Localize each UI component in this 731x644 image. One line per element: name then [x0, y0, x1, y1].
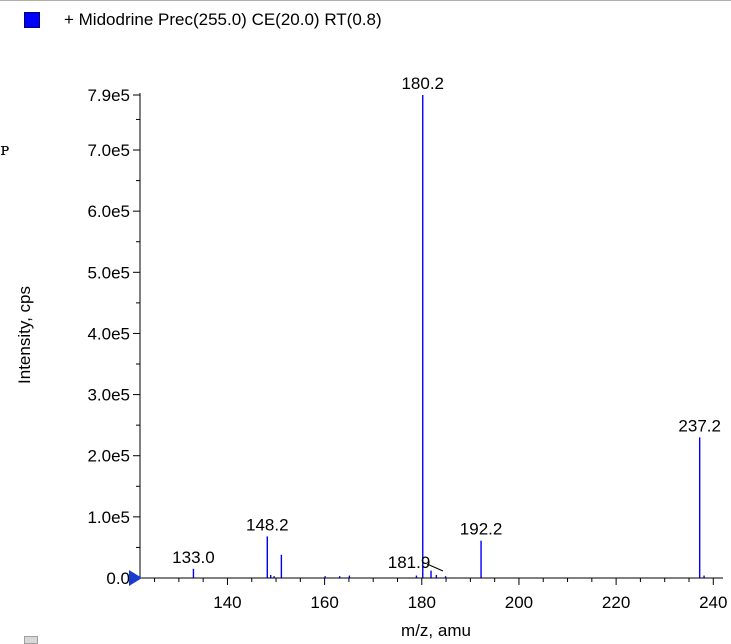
peak-label: 180.2	[401, 74, 444, 93]
peak-label: 133.0	[172, 548, 215, 567]
peak-label: 192.2	[460, 520, 503, 539]
top-divider	[0, 0, 731, 1]
legend-label: + Midodrine Prec(255.0) CE(20.0) RT(0.8)	[64, 10, 382, 29]
y-axis-title: Intensity, cps	[15, 286, 34, 384]
legend: + Midodrine Prec(255.0) CE(20.0) RT(0.8)	[24, 8, 382, 32]
legend-swatch[interactable]	[24, 12, 40, 28]
clipped-glyph: ᴘ	[0, 140, 10, 160]
x-tick-label: 140	[213, 593, 241, 612]
peak-bars	[192, 95, 705, 578]
lower-legend-swatch	[24, 636, 38, 644]
peak-label: 148.2	[246, 515, 289, 534]
y-tick-label: 5.0e5	[87, 263, 130, 282]
y-tick-label: 0.0	[106, 569, 130, 588]
x-axis-title: m/z, amu	[401, 621, 471, 640]
y-tick-label: 7.0e5	[87, 141, 130, 160]
peak-label: 237.2	[678, 416, 721, 435]
axes	[139, 93, 723, 579]
x-axis-ticks: 140 160 180 200 220 240	[154, 578, 727, 612]
x-tick-label: 160	[310, 593, 338, 612]
peak-label: 181.9	[388, 553, 431, 572]
peak-label-leader	[426, 563, 444, 572]
y-tick-label: 2.0e5	[87, 447, 130, 466]
x-tick-label: 200	[505, 593, 533, 612]
y-tick-label: 1.0e5	[87, 508, 130, 527]
peak-labels: 133.0 148.2 180.2 181.9 192.2 237.2	[172, 74, 721, 572]
y-tick-label: 7.9e5	[87, 86, 130, 105]
zero-marker-icon	[129, 570, 142, 586]
y-tick-label: 6.0e5	[87, 202, 130, 221]
x-tick-label: 180	[408, 593, 436, 612]
x-tick-label: 240	[699, 593, 727, 612]
x-tick-label: 220	[602, 593, 630, 612]
y-tick-label: 4.0e5	[87, 324, 130, 343]
y-axis-ticks: 0.0 1.0e5 2.0e5 3.0e5 4.0e5 5.0e5 6.0e5 7.0e5 7.…	[87, 86, 140, 588]
y-tick-label: 3.0e5	[87, 386, 130, 405]
